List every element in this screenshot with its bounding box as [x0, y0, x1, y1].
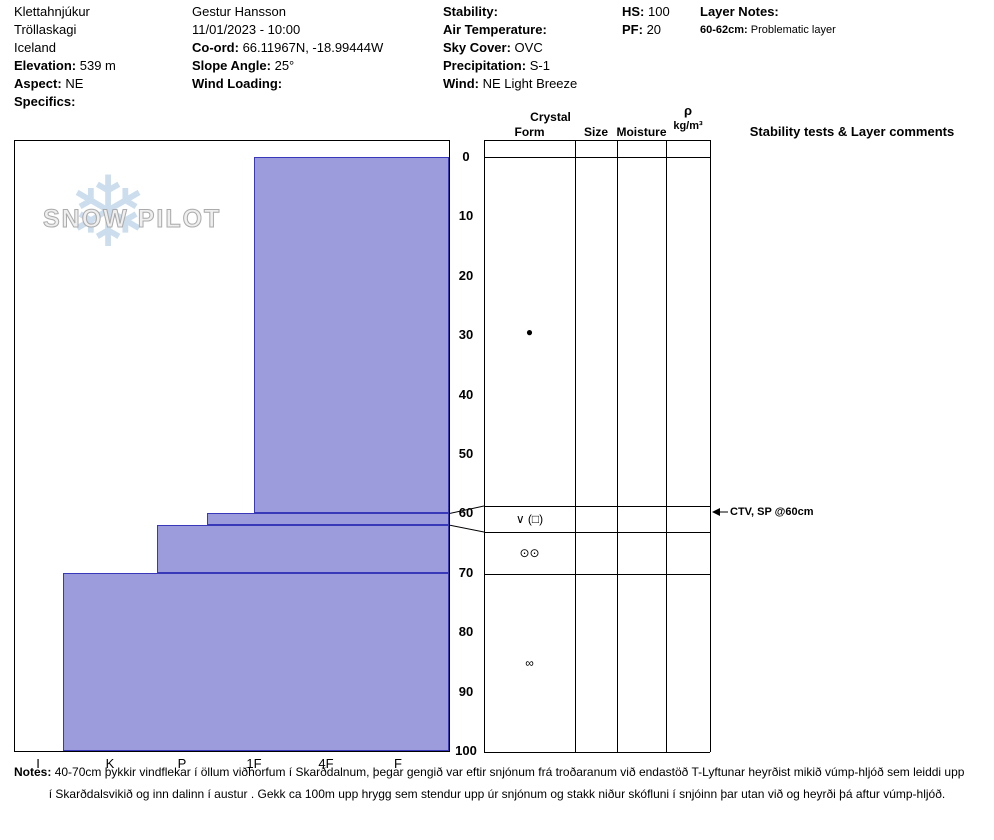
hardness-axis-label: I — [36, 756, 40, 771]
snowpilot-watermark: SNOW PILOT — [42, 205, 222, 234]
stability-test-arrow-icon — [712, 508, 728, 516]
sky-cover-label: Sky Cover: — [443, 40, 511, 55]
depth-tick-label: 60 — [458, 505, 474, 521]
depth-tick-label: 10 — [458, 208, 474, 224]
site-region: Tröllaskagi — [14, 22, 77, 37]
depth-tick-label: 90 — [458, 683, 474, 699]
size-header: Size — [583, 125, 608, 139]
air-temp-label: Air Temperature: — [443, 22, 547, 37]
layer-boundary-line — [484, 140, 710, 141]
comments-header: Stability tests & Layer comments — [749, 124, 955, 139]
hardness-axis-label: P — [177, 756, 187, 771]
hs-row: HS: 100 — [622, 4, 670, 19]
depth-tick-label: 50 — [458, 446, 474, 461]
sky-cover-row: Sky Cover: OVC — [443, 40, 543, 55]
hardness-axis-label: 1F — [246, 756, 262, 771]
snow-layer-bar — [207, 513, 449, 526]
pf-value: 20 — [646, 22, 662, 37]
notes-text-line2: í Skarðdalsvikið og inn dalinn í austur … — [48, 787, 946, 801]
hardness-axis-label: F — [394, 756, 402, 771]
grain-form-symbol: ∞ — [525, 655, 534, 670]
pf-row: PF: 20 — [622, 22, 661, 37]
hardness-axis-label: 4F — [318, 756, 334, 771]
depth-tick-label: 0 — [462, 149, 470, 164]
wind-loading-label: Wind Loading: — [192, 76, 283, 91]
density-unit-header: kg/m³ — [673, 120, 703, 132]
moisture-header: Moisture — [616, 125, 667, 139]
notes-label: Notes: — [14, 765, 52, 779]
depth-tick-label: 40 — [458, 386, 474, 402]
grain-form-symbol: ∨ (□) — [515, 512, 544, 526]
column-grid-line — [666, 140, 667, 752]
notes-text-line1: 40-70cm þykkir vindflekar í öllum viðhor… — [54, 765, 965, 779]
wind-value: NE Light Breeze — [482, 76, 578, 91]
specifics-label: Specifics: — [14, 94, 76, 109]
layer-connector-lines — [450, 505, 484, 533]
aspect-row: Aspect: NE — [14, 76, 83, 91]
snow-layer-bar — [156, 525, 449, 573]
layer-note-item: 60-62cm: Problematic layer — [700, 24, 836, 37]
layer-boundary-line — [484, 506, 710, 507]
layer-boundary-line — [484, 532, 710, 533]
site-name: Klettahnjúkur — [14, 4, 90, 19]
wind-label: Wind: — [443, 76, 479, 91]
precipitation-label: Precipitation: — [443, 58, 527, 73]
site-country: Iceland — [14, 40, 56, 55]
density-symbol-header: ρ — [683, 103, 693, 118]
layer-note-range: 60-62cm: — [700, 24, 748, 36]
depth-tick-label: 80 — [458, 624, 474, 640]
coord-row: Co-ord: 66.11967N, -18.99444W — [192, 40, 383, 55]
stability-label: Stability: — [443, 4, 498, 19]
snow-layer-bar — [254, 157, 449, 514]
profile-area: ❄ SNOW PILOT CTV, SP @60cm I K P 1F 4F F 0 10 20… — [0, 140, 994, 788]
column-grid-line — [617, 140, 618, 752]
elevation-row: Elevation: 539 m — [14, 58, 116, 73]
column-grid-line — [575, 140, 576, 752]
layer-note-text: Problematic layer — [750, 24, 836, 36]
slope-angle-label: Slope Angle: — [192, 58, 271, 73]
elevation-label: Elevation: — [14, 58, 77, 73]
aspect-label: Aspect: — [14, 76, 62, 91]
precipitation-row: Precipitation: S-1 — [443, 58, 550, 73]
stability-test-annotation: CTV, SP @60cm — [730, 506, 814, 518]
stability-row: Stability: — [443, 4, 498, 19]
precipitation-value: S-1 — [529, 58, 550, 73]
crystal-header: Crystal — [530, 110, 571, 124]
layer-notes-title: Layer Notes: — [700, 4, 779, 19]
specifics-row: Specifics: — [14, 94, 75, 109]
coord-value: 66.11967N, -18.99444W — [242, 40, 384, 55]
hs-value: 100 — [648, 4, 670, 19]
observation-datetime: 11/01/2023 - 10:00 — [192, 22, 301, 37]
wind-loading-row: Wind Loading: — [192, 76, 282, 91]
depth-tick-label: 100 — [455, 743, 477, 758]
aspect-value: NE — [65, 76, 84, 91]
slope-angle-value: 25° — [274, 58, 295, 73]
column-grid-line — [710, 140, 711, 752]
hardness-chart: ❄ SNOW PILOT — [14, 140, 450, 752]
depth-tick-label: 30 — [458, 327, 474, 343]
layer-boundary-line — [484, 573, 710, 575]
grain-form-symbol: ● — [525, 324, 534, 339]
elevation-value: 539 m — [79, 58, 116, 73]
depth-tick-label: 70 — [458, 564, 474, 580]
coord-label: Co-ord: — [192, 40, 239, 55]
observer-name: Gestur Hansson — [192, 4, 286, 19]
air-temp-row: Air Temperature: — [443, 22, 547, 37]
layer-boundary-line — [484, 157, 710, 158]
hs-label: HS: — [622, 4, 645, 19]
slope-angle-row: Slope Angle: 25° — [192, 58, 294, 73]
form-header: Form — [514, 125, 545, 139]
layer-boundary-line — [484, 752, 710, 753]
depth-tick-label: 20 — [458, 267, 474, 283]
column-grid-line — [484, 140, 485, 752]
snow-layer-bar — [63, 572, 449, 751]
hardness-axis-label: K — [105, 756, 115, 771]
wind-row: Wind: NE Light Breeze — [443, 76, 577, 91]
pf-label: PF: — [622, 22, 643, 37]
sky-cover-value: OVC — [514, 40, 543, 55]
grain-form-symbol: ⊙⊙ — [519, 545, 540, 560]
snowflake-logo-icon: ❄ — [67, 157, 150, 267]
notes-row: Notes: 40-70cm þykkir vindflekar í öllum… — [14, 765, 964, 779]
